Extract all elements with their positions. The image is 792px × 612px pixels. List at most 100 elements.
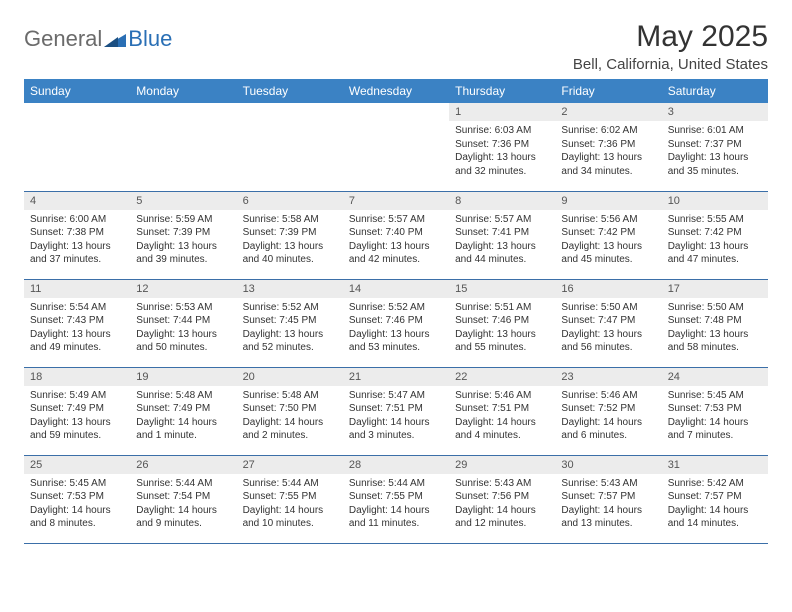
sunrise-text: Sunrise: 5:51 AM <box>455 301 549 315</box>
sunrise-text: Sunrise: 5:43 AM <box>561 477 655 491</box>
sunset-text: Sunset: 7:57 PM <box>668 490 762 504</box>
sunset-text: Sunset: 7:43 PM <box>30 314 124 328</box>
day-details: Sunrise: 5:58 AMSunset: 7:39 PMDaylight:… <box>237 210 343 271</box>
sunrise-text: Sunrise: 5:45 AM <box>668 389 762 403</box>
logo-text-general: General <box>24 26 102 52</box>
day-number: 25 <box>24 456 130 474</box>
sunrise-text: Sunrise: 5:57 AM <box>455 213 549 227</box>
calendar-day-cell: 18Sunrise: 5:49 AMSunset: 7:49 PMDayligh… <box>24 367 130 455</box>
sunset-text: Sunset: 7:36 PM <box>561 138 655 152</box>
day-details: Sunrise: 5:51 AMSunset: 7:46 PMDaylight:… <box>449 298 555 359</box>
calendar-day-cell: 14Sunrise: 5:52 AMSunset: 7:46 PMDayligh… <box>343 279 449 367</box>
calendar-day-cell: 7Sunrise: 5:57 AMSunset: 7:40 PMDaylight… <box>343 191 449 279</box>
day-details: Sunrise: 5:46 AMSunset: 7:52 PMDaylight:… <box>555 386 661 447</box>
day-details: Sunrise: 5:43 AMSunset: 7:57 PMDaylight:… <box>555 474 661 535</box>
day-header: Sunday <box>24 79 130 103</box>
sunrise-text: Sunrise: 5:44 AM <box>136 477 230 491</box>
day-number: 31 <box>662 456 768 474</box>
sunrise-text: Sunrise: 5:48 AM <box>243 389 337 403</box>
daylight-text: Daylight: 13 hours and 50 minutes. <box>136 328 230 355</box>
daylight-text: Daylight: 13 hours and 49 minutes. <box>30 328 124 355</box>
day-details: Sunrise: 5:55 AMSunset: 7:42 PMDaylight:… <box>662 210 768 271</box>
sunset-text: Sunset: 7:51 PM <box>455 402 549 416</box>
daylight-text: Daylight: 13 hours and 32 minutes. <box>455 151 549 178</box>
daylight-text: Daylight: 14 hours and 3 minutes. <box>349 416 443 443</box>
sunrise-text: Sunrise: 5:47 AM <box>349 389 443 403</box>
day-number: 2 <box>555 103 661 121</box>
day-number: 17 <box>662 280 768 298</box>
day-number: 18 <box>24 368 130 386</box>
calendar-day-cell: 17Sunrise: 5:50 AMSunset: 7:48 PMDayligh… <box>662 279 768 367</box>
sunrise-text: Sunrise: 5:42 AM <box>668 477 762 491</box>
calendar-day-cell: 4Sunrise: 6:00 AMSunset: 7:38 PMDaylight… <box>24 191 130 279</box>
daylight-text: Daylight: 14 hours and 2 minutes. <box>243 416 337 443</box>
sunrise-text: Sunrise: 5:50 AM <box>668 301 762 315</box>
day-details: Sunrise: 5:45 AMSunset: 7:53 PMDaylight:… <box>24 474 130 535</box>
logo-text-blue: Blue <box>128 26 172 52</box>
sunrise-text: Sunrise: 5:55 AM <box>668 213 762 227</box>
sunset-text: Sunset: 7:45 PM <box>243 314 337 328</box>
calendar-day-cell: 31Sunrise: 5:42 AMSunset: 7:57 PMDayligh… <box>662 455 768 543</box>
day-details: Sunrise: 6:02 AMSunset: 7:36 PMDaylight:… <box>555 121 661 182</box>
daylight-text: Daylight: 13 hours and 39 minutes. <box>136 240 230 267</box>
month-title: May 2025 <box>573 20 768 54</box>
day-number: 16 <box>555 280 661 298</box>
day-number: 12 <box>130 280 236 298</box>
day-number: 7 <box>343 192 449 210</box>
calendar-week-row: 18Sunrise: 5:49 AMSunset: 7:49 PMDayligh… <box>24 367 768 455</box>
sunrise-text: Sunrise: 5:49 AM <box>30 389 124 403</box>
location: Bell, California, United States <box>573 56 768 73</box>
day-number: 30 <box>555 456 661 474</box>
day-number: 13 <box>237 280 343 298</box>
calendar-day-cell: 15Sunrise: 5:51 AMSunset: 7:46 PMDayligh… <box>449 279 555 367</box>
sunset-text: Sunset: 7:52 PM <box>561 402 655 416</box>
sunset-text: Sunset: 7:38 PM <box>30 226 124 240</box>
day-details: Sunrise: 5:47 AMSunset: 7:51 PMDaylight:… <box>343 386 449 447</box>
day-details: Sunrise: 5:53 AMSunset: 7:44 PMDaylight:… <box>130 298 236 359</box>
calendar-day-cell: 28Sunrise: 5:44 AMSunset: 7:55 PMDayligh… <box>343 455 449 543</box>
calendar-day-cell: 9Sunrise: 5:56 AMSunset: 7:42 PMDaylight… <box>555 191 661 279</box>
day-details: Sunrise: 5:52 AMSunset: 7:46 PMDaylight:… <box>343 298 449 359</box>
daylight-text: Daylight: 14 hours and 9 minutes. <box>136 504 230 531</box>
calendar-day-cell: 16Sunrise: 5:50 AMSunset: 7:47 PMDayligh… <box>555 279 661 367</box>
daylight-text: Daylight: 14 hours and 13 minutes. <box>561 504 655 531</box>
daylight-text: Daylight: 13 hours and 56 minutes. <box>561 328 655 355</box>
daylight-text: Daylight: 13 hours and 52 minutes. <box>243 328 337 355</box>
day-details: Sunrise: 6:01 AMSunset: 7:37 PMDaylight:… <box>662 121 768 182</box>
sunset-text: Sunset: 7:54 PM <box>136 490 230 504</box>
calendar-day-cell: 3Sunrise: 6:01 AMSunset: 7:37 PMDaylight… <box>662 103 768 191</box>
day-details: Sunrise: 5:48 AMSunset: 7:50 PMDaylight:… <box>237 386 343 447</box>
daylight-text: Daylight: 13 hours and 35 minutes. <box>668 151 762 178</box>
sunrise-text: Sunrise: 5:57 AM <box>349 213 443 227</box>
day-details: Sunrise: 5:44 AMSunset: 7:55 PMDaylight:… <box>237 474 343 535</box>
daylight-text: Daylight: 13 hours and 53 minutes. <box>349 328 443 355</box>
sunset-text: Sunset: 7:37 PM <box>668 138 762 152</box>
sunrise-text: Sunrise: 5:46 AM <box>561 389 655 403</box>
daylight-text: Daylight: 14 hours and 6 minutes. <box>561 416 655 443</box>
sunset-text: Sunset: 7:42 PM <box>561 226 655 240</box>
sunset-text: Sunset: 7:40 PM <box>349 226 443 240</box>
day-number: 20 <box>237 368 343 386</box>
calendar-day-cell: 22Sunrise: 5:46 AMSunset: 7:51 PMDayligh… <box>449 367 555 455</box>
daylight-text: Daylight: 13 hours and 45 minutes. <box>561 240 655 267</box>
daylight-text: Daylight: 14 hours and 12 minutes. <box>455 504 549 531</box>
calendar-week-row: 11Sunrise: 5:54 AMSunset: 7:43 PMDayligh… <box>24 279 768 367</box>
title-block: May 2025 Bell, California, United States <box>573 20 768 73</box>
day-details: Sunrise: 5:54 AMSunset: 7:43 PMDaylight:… <box>24 298 130 359</box>
daylight-text: Daylight: 13 hours and 42 minutes. <box>349 240 443 267</box>
calendar-day-cell: 11Sunrise: 5:54 AMSunset: 7:43 PMDayligh… <box>24 279 130 367</box>
day-number: 4 <box>24 192 130 210</box>
calendar-day-cell: 2Sunrise: 6:02 AMSunset: 7:36 PMDaylight… <box>555 103 661 191</box>
day-details: Sunrise: 5:44 AMSunset: 7:55 PMDaylight:… <box>343 474 449 535</box>
day-details: Sunrise: 5:56 AMSunset: 7:42 PMDaylight:… <box>555 210 661 271</box>
sunrise-text: Sunrise: 5:44 AM <box>349 477 443 491</box>
calendar-day-cell: 13Sunrise: 5:52 AMSunset: 7:45 PMDayligh… <box>237 279 343 367</box>
sunrise-text: Sunrise: 6:03 AM <box>455 124 549 138</box>
calendar-day-cell: 1Sunrise: 6:03 AMSunset: 7:36 PMDaylight… <box>449 103 555 191</box>
day-details: Sunrise: 5:57 AMSunset: 7:40 PMDaylight:… <box>343 210 449 271</box>
day-number: 5 <box>130 192 236 210</box>
calendar-week-row: 4Sunrise: 6:00 AMSunset: 7:38 PMDaylight… <box>24 191 768 279</box>
day-number: 15 <box>449 280 555 298</box>
calendar-day-cell: 6Sunrise: 5:58 AMSunset: 7:39 PMDaylight… <box>237 191 343 279</box>
sunset-text: Sunset: 7:50 PM <box>243 402 337 416</box>
